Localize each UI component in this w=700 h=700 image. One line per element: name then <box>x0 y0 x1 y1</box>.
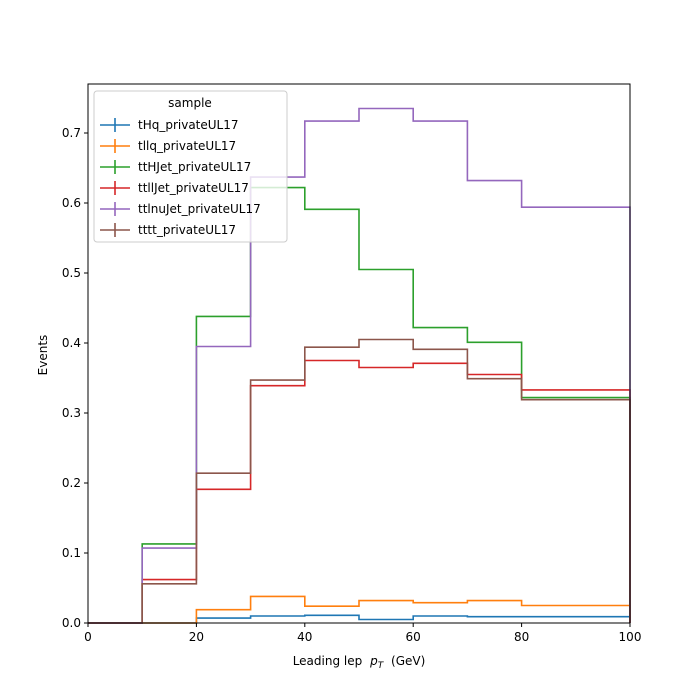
x-tick-label: 60 <box>406 630 421 644</box>
x-axis: 0 20 40 60 80 100 <box>84 623 641 644</box>
legend: sample tHq_privateUL17 tllq_privateUL17tt… <box>93 90 288 243</box>
legend-label: tttt_privateUL17 <box>138 223 236 237</box>
legend-label: ttllJet_privateUL17 <box>138 181 249 195</box>
legend-entries: tHq_privateUL17 tllq_privateUL17 ttHJet_pr… <box>100 118 261 237</box>
legend-label: ttHJet_privateUL17 <box>138 160 251 174</box>
y-tick-label: 0.3 <box>62 406 81 420</box>
y-tick-label: 0.5 <box>62 266 81 280</box>
y-tick-label: 0.7 <box>62 126 81 140</box>
x-axis-label-sub: T <box>378 661 385 671</box>
y-tick-label: 0.4 <box>62 336 81 350</box>
y-tick-label: 0.1 <box>62 546 81 560</box>
x-tick-label: 20 <box>189 630 204 644</box>
legend-label: tllq_privateUL17 <box>138 139 236 153</box>
x-tick-label: 80 <box>514 630 529 644</box>
series-line-tllq_privateUL17 <box>88 595 631 624</box>
y-axis-label: Events <box>36 335 50 376</box>
y-tick-label: 0.0 <box>62 616 81 630</box>
x-axis-label-math: p <box>369 654 378 668</box>
legend-label: tHq_privateUL17 <box>138 118 239 132</box>
x-tick-label: 40 <box>297 630 312 644</box>
series-line-tttt_privateUL17 <box>88 338 631 624</box>
x-tick-label: 0 <box>84 630 92 644</box>
series-layer <box>88 107 631 624</box>
x-axis-label-text: Leading lep <box>293 654 363 668</box>
x-axis-label: Leading lep pT (GeV) <box>293 654 426 671</box>
x-tick-label: 100 <box>619 630 642 644</box>
legend-title: sample <box>168 96 212 110</box>
y-axis: 0.0 0.1 0.2 0.3 0.4 0.5 0.6 0.7 <box>62 126 88 630</box>
legend-box <box>93 90 288 243</box>
y-tick-label: 0.2 <box>62 476 81 490</box>
legend-label: ttlnuJet_privateUL17 <box>138 202 261 216</box>
x-axis-label-unit: (GeV) <box>391 654 425 668</box>
y-tick-label: 0.6 <box>62 196 81 210</box>
plot-frame <box>87 83 631 624</box>
